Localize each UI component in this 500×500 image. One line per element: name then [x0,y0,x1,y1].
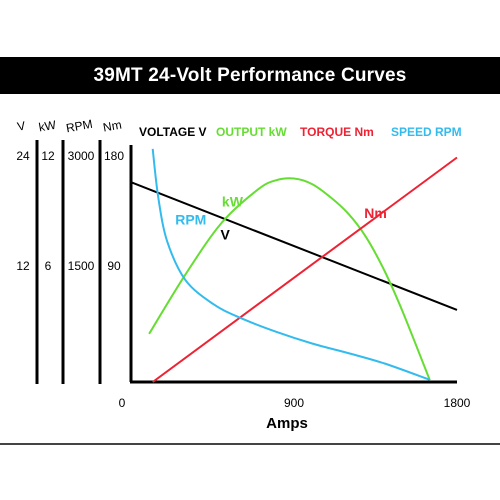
x-tick-0: 0 [119,396,126,410]
curve-label-kw: kW [222,193,244,209]
curves [131,148,458,383]
series-line-kw [148,177,431,381]
curve-label-nm: Nm [364,205,387,221]
title-bar [0,57,500,94]
scale-header-0: V [16,118,26,133]
scale-tick-1-0: 12 [41,149,55,163]
legend-entry-0: VOLTAGE V [139,125,207,139]
series-line-nm [152,156,458,383]
legend-entry-2: TORQUE Nm [300,125,374,139]
curve-labels: V Nm RPM kW [175,193,387,242]
scale-tick-3-1: 90 [107,259,121,273]
bottom-rule [0,443,500,445]
y-scales: V 24 12 kW 12 6 RPM 3000 1500 Nm 180 90 [16,117,124,384]
series-line-v [131,181,458,311]
scale-header-3: Nm [102,118,123,135]
scale-header-1: kW [38,118,58,135]
series-line-rpm [151,148,431,381]
x-axis-label: Amps [266,415,308,432]
scale-tick-2-0: 3000 [68,149,95,163]
legend-entry-1: OUTPUT kW [216,125,287,139]
x-tick-2: 1800 [444,396,471,410]
curve-label-rpm: RPM [175,211,206,227]
scale-tick-0-0: 24 [16,149,30,163]
x-ticks: 0 900 1800 Amps [119,396,471,432]
x-tick-1: 900 [284,396,304,410]
scale-tick-2-1: 1500 [68,259,95,273]
curve-label-v: V [221,227,231,243]
scale-tick-1-1: 6 [45,259,52,273]
legend: VOLTAGE V OUTPUT kW TORQUE Nm SPEED RPM [139,125,462,139]
scale-tick-3-0: 180 [104,149,124,163]
axes [129,145,457,384]
scale-header-2: RPM [65,117,94,135]
scale-tick-0-1: 12 [16,259,30,273]
chart-title: 39MT 24-Volt Performance Curves [93,65,407,86]
legend-entry-3: SPEED RPM [391,125,462,139]
